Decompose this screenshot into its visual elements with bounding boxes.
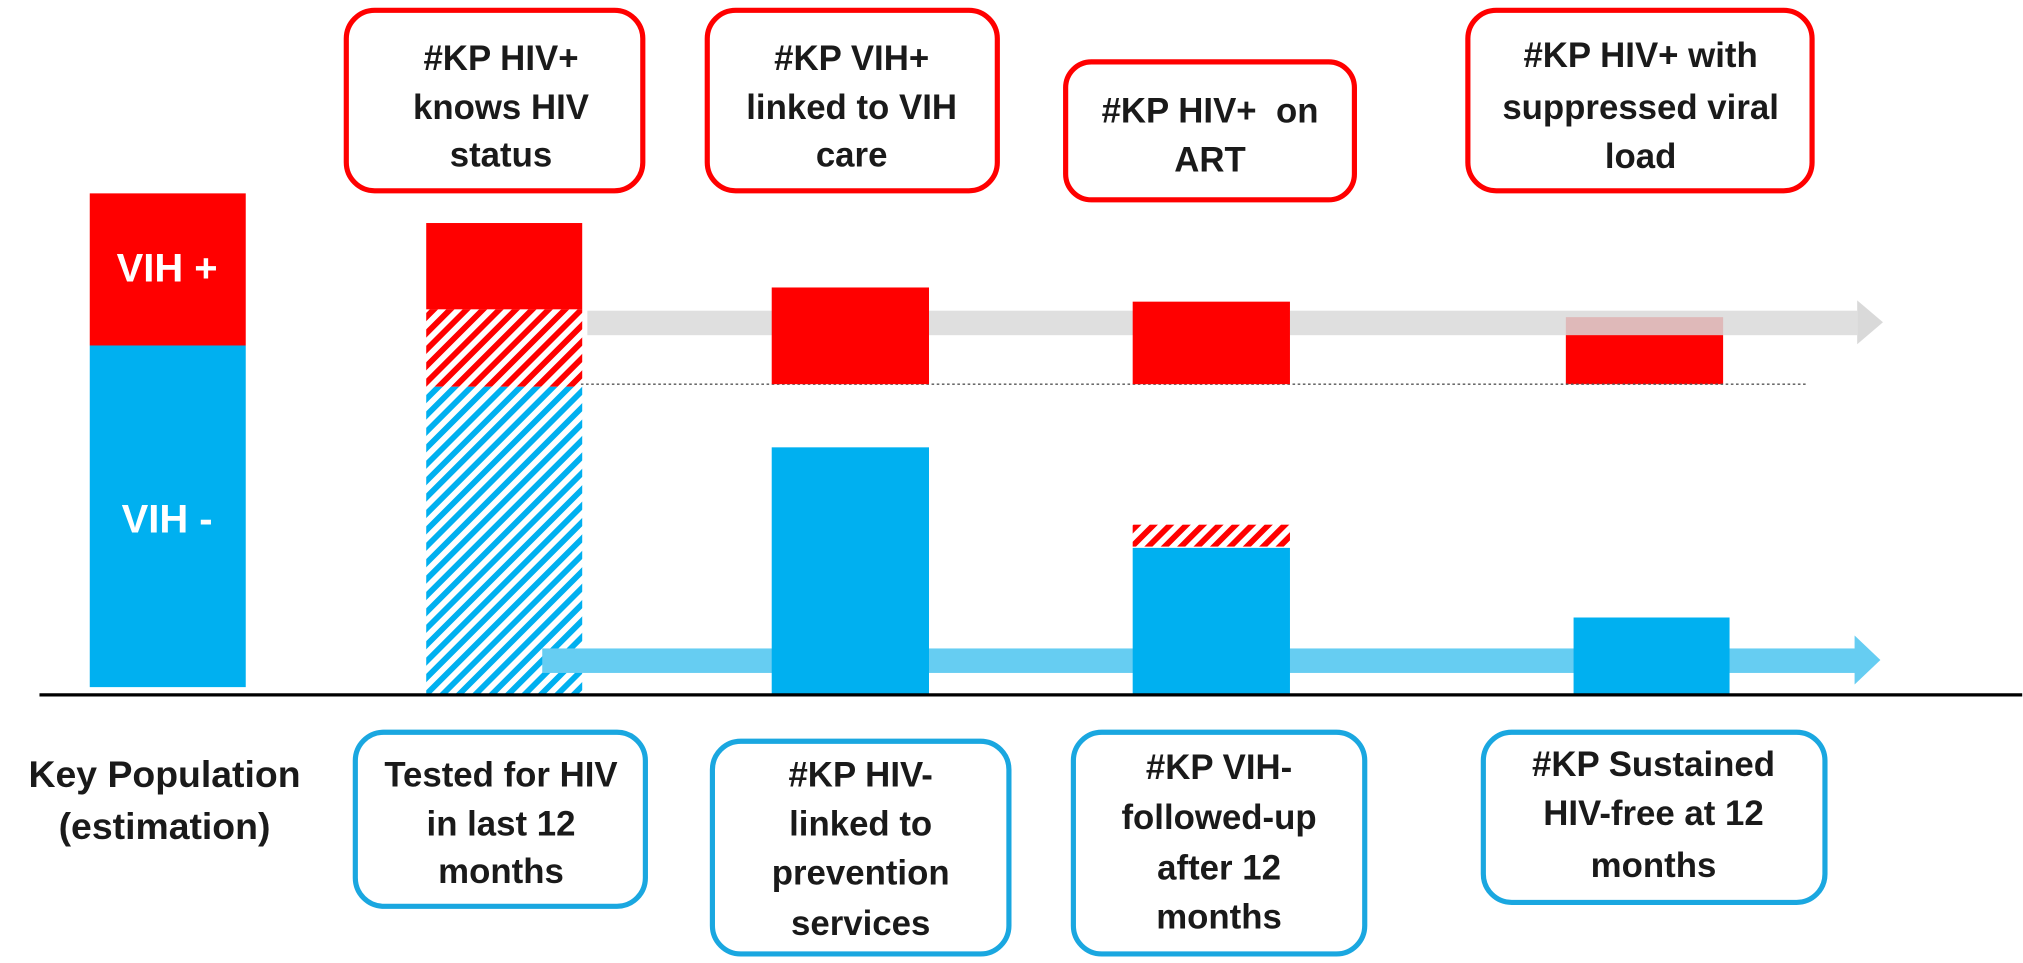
box-text: after 12: [1157, 848, 1281, 887]
box-text: linked to: [789, 805, 932, 844]
bottom-box: [1480, 729, 1828, 905]
row-label: Key Population: [29, 753, 301, 795]
negative-arrow-head: [1854, 635, 1881, 685]
bar-positive: [1132, 301, 1290, 385]
bar-negative: [1132, 547, 1290, 697]
bar-negative-hatched: [426, 386, 583, 697]
box-text: months: [1591, 846, 1717, 885]
box-text: #KP VIH-: [1146, 748, 1292, 787]
bar-positive: [426, 223, 583, 310]
box-text: #KP VIH+: [774, 39, 929, 78]
box-text: linked to VIH: [746, 88, 957, 127]
bar-positive-hatched: [426, 309, 583, 387]
box-text: prevention: [772, 854, 950, 893]
top-box: [1465, 7, 1815, 194]
box-text: months: [1156, 897, 1282, 936]
box-text: status: [450, 135, 553, 174]
positive-arrow-head: [1857, 300, 1883, 345]
bar-negative: [771, 447, 929, 697]
box-text: care: [816, 135, 888, 174]
top-box: [704, 7, 1000, 194]
box-text: load: [1605, 137, 1677, 176]
bar-negative: [1573, 617, 1730, 697]
top-box: [1063, 59, 1357, 203]
top-box: [343, 7, 646, 194]
box-text: ART: [1174, 141, 1246, 180]
box-text: Tested for HIV: [384, 756, 617, 795]
bottom-box: [1070, 729, 1368, 957]
box-text: #KP Sustained: [1532, 745, 1775, 784]
bottom-box: [352, 729, 648, 909]
box-text: suppressed viral: [1502, 88, 1779, 127]
box-text: followed-up: [1121, 798, 1316, 837]
box-text: #KP HIV+ on: [1102, 92, 1319, 131]
box-text: months: [438, 852, 564, 891]
positive-label: VIH +: [117, 246, 218, 290]
box-text: knows HIV: [413, 88, 589, 127]
positive-block: [89, 193, 246, 346]
box-text: #KP HIV-: [788, 756, 932, 795]
box-text: #KP HIV+: [423, 39, 578, 78]
box-text: in last 12: [427, 805, 576, 844]
row-label: (estimation): [59, 805, 271, 847]
box-text: services: [791, 904, 930, 943]
bar-positive: [771, 287, 929, 385]
negative-block: [89, 345, 246, 688]
box-text: #KP HIV+ with: [1523, 36, 1757, 75]
negative-label: VIH -: [122, 498, 213, 542]
bottom-box: [709, 738, 1012, 957]
bar-positive-hatched: [1132, 524, 1290, 547]
box-text: HIV-free at 12: [1543, 794, 1764, 833]
